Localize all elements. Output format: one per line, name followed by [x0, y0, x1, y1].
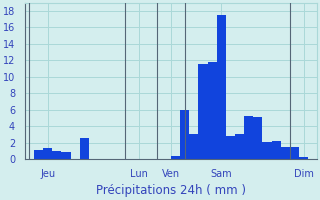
Bar	[299, 157, 308, 159]
Bar	[80, 138, 89, 159]
Bar	[189, 134, 198, 159]
Bar	[244, 116, 253, 159]
Bar	[226, 136, 235, 159]
Bar	[217, 15, 226, 159]
Bar	[262, 142, 272, 159]
Bar	[34, 150, 43, 159]
Bar	[290, 147, 299, 159]
Bar	[171, 156, 180, 159]
Bar	[253, 117, 262, 159]
Bar	[235, 134, 244, 159]
Bar	[208, 62, 217, 159]
Bar	[43, 148, 52, 159]
Bar	[180, 110, 189, 159]
Bar	[52, 151, 61, 159]
Bar	[281, 147, 290, 159]
X-axis label: Précipitations 24h ( mm ): Précipitations 24h ( mm )	[96, 184, 246, 197]
Bar	[198, 64, 208, 159]
Bar	[272, 141, 281, 159]
Bar	[61, 152, 70, 159]
